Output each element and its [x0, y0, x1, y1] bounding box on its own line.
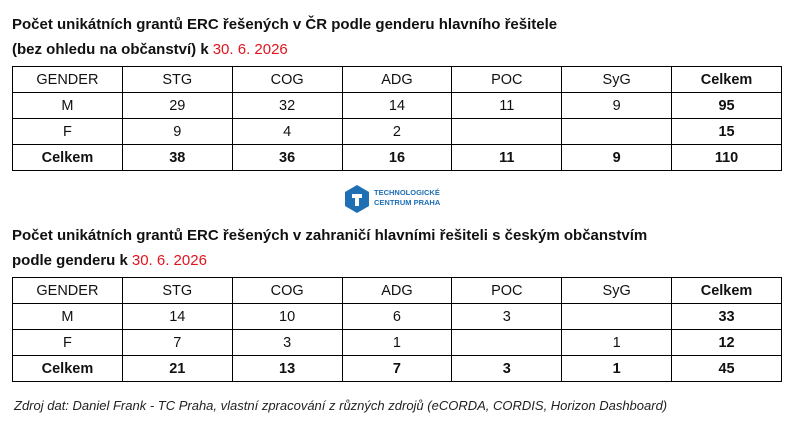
- title-text: Počet unikátních grantů ERC řešených v z…: [12, 227, 648, 244]
- table-block: Počet unikátních grantů ERC řešených v z…: [12, 223, 782, 382]
- table-row: Celkem 21 13 7 3 1 45: [12, 355, 782, 382]
- table-cell: 1: [561, 329, 673, 356]
- table-cell: [561, 118, 673, 145]
- header-cell: ADG: [341, 277, 453, 304]
- table-cell: M: [12, 92, 123, 119]
- table-cell: 16: [341, 144, 453, 171]
- source-note: Zdroj dat: Daniel Frank - TC Praha, vlas…: [14, 398, 668, 413]
- table-cell: 3: [231, 329, 343, 356]
- table-cell: 21: [121, 355, 233, 382]
- table-cell: F: [12, 329, 123, 356]
- header-cell: POC: [451, 66, 563, 93]
- table-cell: 2: [341, 118, 453, 145]
- table-cell: M: [12, 303, 123, 330]
- table-row: M 29 32 14 11 9 95: [12, 92, 782, 119]
- table-cell: 4: [231, 118, 343, 145]
- table-cell: [451, 329, 563, 356]
- logo-text: CENTRUM PRAHA: [374, 198, 441, 207]
- title-date: 30. 6. 2026: [212, 41, 288, 58]
- table-row: F 7 3 1 1 12: [12, 329, 782, 356]
- table-title: (bez ohledu na občanství) k 30. 6. 2026: [12, 37, 782, 62]
- table-cell: 7: [121, 329, 233, 356]
- header-cell: SyG: [561, 66, 673, 93]
- table-cell: 9: [121, 118, 233, 145]
- header-row: GENDER STG COG ADG POC SyG Celkem: [12, 66, 782, 93]
- title-text: (bez ohledu na občanství) k: [12, 41, 209, 58]
- header-cell: COG: [231, 277, 343, 304]
- header-cell: STG: [121, 66, 233, 93]
- header-cell: ADG: [341, 66, 453, 93]
- table-cell: 36: [231, 144, 343, 171]
- table-cell: Celkem: [12, 355, 123, 382]
- header-cell: POC: [451, 277, 563, 304]
- logo: TECHNOLOGICKÉ CENTRUM PRAHA: [344, 184, 464, 218]
- table-cell: 1: [561, 355, 673, 382]
- table-cell: 95: [671, 92, 782, 119]
- table-cell: 45: [671, 355, 782, 382]
- table-cell: 3: [451, 303, 563, 330]
- table-cell: F: [12, 118, 123, 145]
- table-cell: 33: [671, 303, 782, 330]
- table-cell: 10: [231, 303, 343, 330]
- table-cell: 9: [561, 144, 673, 171]
- table-row: Celkem 38 36 16 11 9 110: [12, 144, 782, 171]
- table-cell: 14: [121, 303, 233, 330]
- table-cell: 110: [671, 144, 782, 171]
- header-cell: Celkem: [671, 277, 782, 304]
- table-cell: [561, 303, 673, 330]
- title-text: podle genderu k: [12, 252, 128, 269]
- table-cell: 7: [341, 355, 453, 382]
- table-cell: 6: [341, 303, 453, 330]
- table-cell: 1: [341, 329, 453, 356]
- logo-icon: [345, 185, 369, 213]
- header-cell: GENDER: [12, 277, 123, 304]
- table-cell: 13: [231, 355, 343, 382]
- data-table: GENDER STG COG ADG POC SyG Celkem M 14 10 6 3 33 F 7 3 1…: [12, 277, 782, 382]
- table-block: Počet unikátních grantů ERC řešených v Č…: [12, 12, 782, 171]
- data-table: GENDER STG COG ADG POC SyG Celkem M 29 32 14 11 9 95 F…: [12, 66, 782, 171]
- table-cell: 38: [121, 144, 233, 171]
- table-row: F 9 4 2 15: [12, 118, 782, 145]
- title-date: 30. 6. 2026: [131, 252, 207, 269]
- header-cell: SyG: [561, 277, 673, 304]
- table-cell: 15: [671, 118, 782, 145]
- header-cell: STG: [121, 277, 233, 304]
- table-cell: 14: [341, 92, 453, 119]
- title-text: Počet unikátních grantů ERC řešených v Č…: [12, 16, 558, 33]
- header-cell: Celkem: [671, 66, 782, 93]
- header-row: GENDER STG COG ADG POC SyG Celkem: [12, 277, 782, 304]
- header-cell: COG: [231, 66, 343, 93]
- table-cell: 12: [671, 329, 782, 356]
- table-title: Počet unikátních grantů ERC řešených v Č…: [12, 12, 782, 37]
- logo-text: TECHNOLOGICKÉ: [374, 188, 440, 197]
- table-cell: 9: [561, 92, 673, 119]
- table-title: Počet unikátních grantů ERC řešených v z…: [12, 223, 782, 248]
- table-cell: 3: [451, 355, 563, 382]
- header-cell: GENDER: [12, 66, 123, 93]
- table-cell: 11: [451, 92, 563, 119]
- table-cell: 32: [231, 92, 343, 119]
- table-row: M 14 10 6 3 33: [12, 303, 782, 330]
- table-cell: Celkem: [12, 144, 123, 171]
- table-title: podle genderu k 30. 6. 2026: [12, 248, 782, 273]
- table-cell: [451, 118, 563, 145]
- table-cell: 29: [121, 92, 233, 119]
- table-cell: 11: [451, 144, 563, 171]
